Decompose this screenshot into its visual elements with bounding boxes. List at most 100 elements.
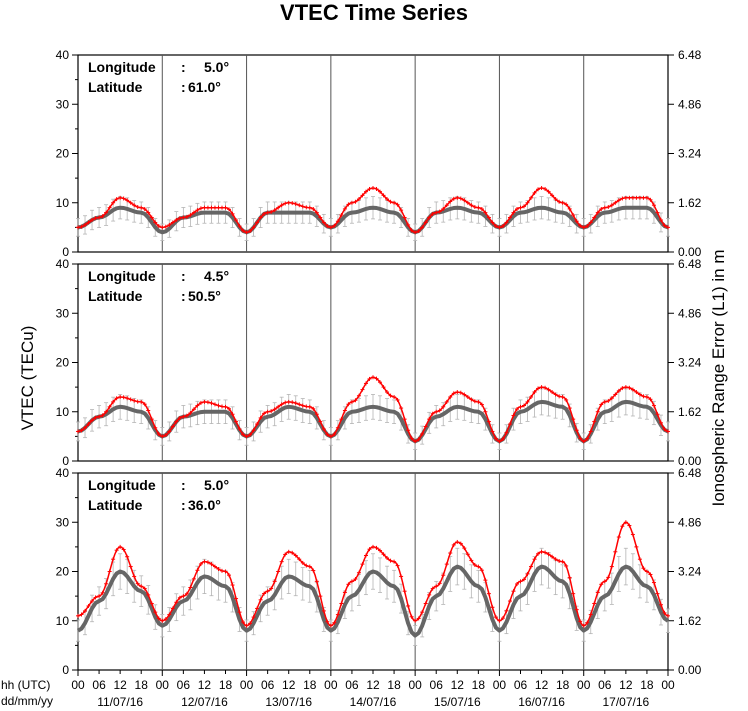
x-hour-label: 18: [472, 678, 486, 692]
left-tick-label: 30: [56, 515, 70, 529]
x-hour-label: 12: [198, 678, 212, 692]
x-hour-label: 00: [493, 678, 507, 692]
x-hour-label: 06: [514, 678, 528, 692]
x-hour-label: 18: [556, 678, 570, 692]
latitude-label: Latitude: [88, 288, 143, 304]
right-tick-label: 1.62: [678, 196, 702, 210]
x-hour-label: 12: [113, 678, 127, 692]
longitude-value: 5.0°: [204, 59, 229, 75]
latitude-value: 36.0°: [188, 497, 221, 513]
left-tick-label: 10: [56, 614, 70, 628]
left-tick-label: 40: [56, 48, 70, 62]
x-day-label: 14/07/16: [350, 695, 397, 709]
right-tick-label: 6.48: [678, 257, 702, 271]
location-info: Longitude: 4.5° Latitude:50.5°: [88, 268, 229, 304]
longitude-value: 4.5°: [204, 268, 229, 284]
left-tick-label: 20: [56, 356, 70, 370]
latitude-label: Latitude: [88, 79, 143, 95]
right-tick-label: 3.24: [678, 565, 702, 579]
x-day-label: 12/07/16: [181, 695, 228, 709]
longitude-value: 5.0°: [204, 477, 229, 493]
left-tick-label: 0: [62, 245, 69, 259]
x-hour-label: 00: [156, 678, 170, 692]
latitude-colon: :: [181, 497, 186, 513]
longitude-colon: :: [181, 477, 186, 493]
right-tick-label: 6.48: [678, 466, 702, 480]
left-axis-title: VTEC (TECu): [18, 326, 37, 431]
location-info: Longitude: 5.0° Latitude:61.0°: [88, 59, 229, 95]
x-caption-date: dd/mm/yy: [1, 694, 53, 708]
latitude-colon: :: [181, 288, 186, 304]
x-hour-label: 00: [240, 678, 254, 692]
measured-series: [76, 520, 670, 628]
right-tick-label: 3.24: [678, 356, 702, 370]
x-hour-label: 00: [324, 678, 338, 692]
left-tick-label: 40: [56, 257, 70, 271]
left-tick-label: 0: [62, 663, 69, 677]
x-hour-label: 06: [345, 678, 359, 692]
left-tick-label: 30: [56, 306, 70, 320]
left-tick-label: 40: [56, 466, 70, 480]
x-day-label: 17/07/16: [602, 695, 649, 709]
x-hour-label: 00: [661, 678, 675, 692]
chart-title: VTEC Time Series: [280, 0, 468, 25]
right-tick-label: 0.00: [678, 245, 702, 259]
x-hour-label: 12: [282, 678, 296, 692]
x-day-label: 11/07/16: [97, 695, 143, 709]
right-tick-label: 1.62: [678, 614, 702, 628]
x-hour-label: 06: [598, 678, 612, 692]
x-hour-label: 06: [92, 678, 106, 692]
panel-3: 0 0.00 10 1.62 20 3.24 30 4.86 40 6.48 Longitude: 5…: [56, 466, 702, 677]
x-hour-label: 00: [408, 678, 422, 692]
x-hour-label: 18: [303, 678, 317, 692]
x-hour-label: 00: [577, 678, 591, 692]
x-hour-label: 06: [430, 678, 444, 692]
location-info: Longitude: 5.0° Latitude:36.0°: [88, 477, 229, 513]
right-tick-label: 3.24: [678, 147, 702, 161]
longitude-colon: :: [181, 59, 186, 75]
right-axis-title: Ionospheric Range Error (L1) in m: [709, 249, 728, 506]
panel-frame: [77, 54, 669, 253]
latitude-label: Latitude: [88, 497, 143, 513]
x-hour-label: 18: [219, 678, 233, 692]
longitude-label: Longitude: [88, 59, 156, 75]
reference-series: [76, 547, 670, 646]
right-tick-label: 4.86: [678, 515, 702, 529]
right-tick-label: 6.48: [678, 48, 702, 62]
x-axis-group: 00 06 12 18 11/07/16 00 06 12 18 12/07/16 00 06 12 18…: [71, 670, 675, 709]
right-tick-label: 4.86: [678, 97, 702, 111]
measured-series: [76, 375, 670, 444]
x-hour-label: 06: [177, 678, 191, 692]
x-hour-label: 12: [366, 678, 380, 692]
x-caption-hours: hh (UTC): [1, 678, 50, 692]
x-hour-label: 06: [261, 678, 275, 692]
latitude-value: 61.0°: [188, 79, 221, 95]
right-tick-label: 0.00: [678, 663, 702, 677]
latitude-value: 50.5°: [188, 288, 221, 304]
panel-2: 0 0.00 10 1.62 20 3.24 30 4.86 40 6.48 Longitude: 4…: [56, 257, 702, 468]
left-tick-label: 30: [56, 97, 70, 111]
x-hour-label: 12: [619, 678, 633, 692]
right-tick-label: 1.62: [678, 405, 702, 419]
x-hour-label: 18: [640, 678, 654, 692]
latitude-colon: :: [181, 79, 186, 95]
reference-series: [76, 388, 670, 450]
reference-series: [76, 196, 670, 241]
left-tick-label: 10: [56, 405, 70, 419]
right-tick-label: 4.86: [678, 306, 702, 320]
x-hour-label: 00: [71, 678, 85, 692]
measured-series: [76, 185, 670, 235]
longitude-label: Longitude: [88, 477, 156, 493]
x-day-label: 13/07/16: [265, 695, 312, 709]
left-tick-label: 20: [56, 147, 70, 161]
left-tick-label: 0: [62, 454, 69, 468]
x-hour-label: 18: [135, 678, 149, 692]
longitude-colon: :: [181, 268, 186, 284]
x-hour-label: 18: [387, 678, 401, 692]
left-tick-label: 10: [56, 196, 70, 210]
right-tick-label: 0.00: [678, 454, 702, 468]
x-day-label: 16/07/16: [518, 695, 565, 709]
left-tick-label: 20: [56, 565, 70, 579]
x-hour-label: 12: [451, 678, 465, 692]
